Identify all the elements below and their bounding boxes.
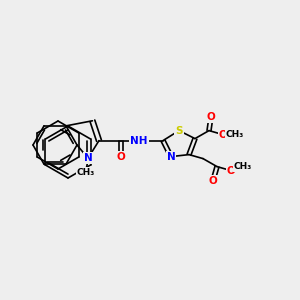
Text: N: N — [84, 153, 92, 163]
Text: O: O — [207, 112, 215, 122]
Text: CH₃: CH₃ — [226, 130, 244, 139]
Text: S: S — [175, 126, 183, 136]
Text: O: O — [208, 176, 217, 186]
Text: O: O — [117, 152, 125, 162]
Text: CH₃: CH₃ — [234, 162, 252, 171]
Text: N: N — [167, 152, 176, 162]
Text: O: O — [226, 166, 236, 176]
Text: O: O — [219, 130, 227, 140]
Text: CH₃: CH₃ — [77, 168, 95, 177]
Text: NH: NH — [130, 136, 148, 146]
